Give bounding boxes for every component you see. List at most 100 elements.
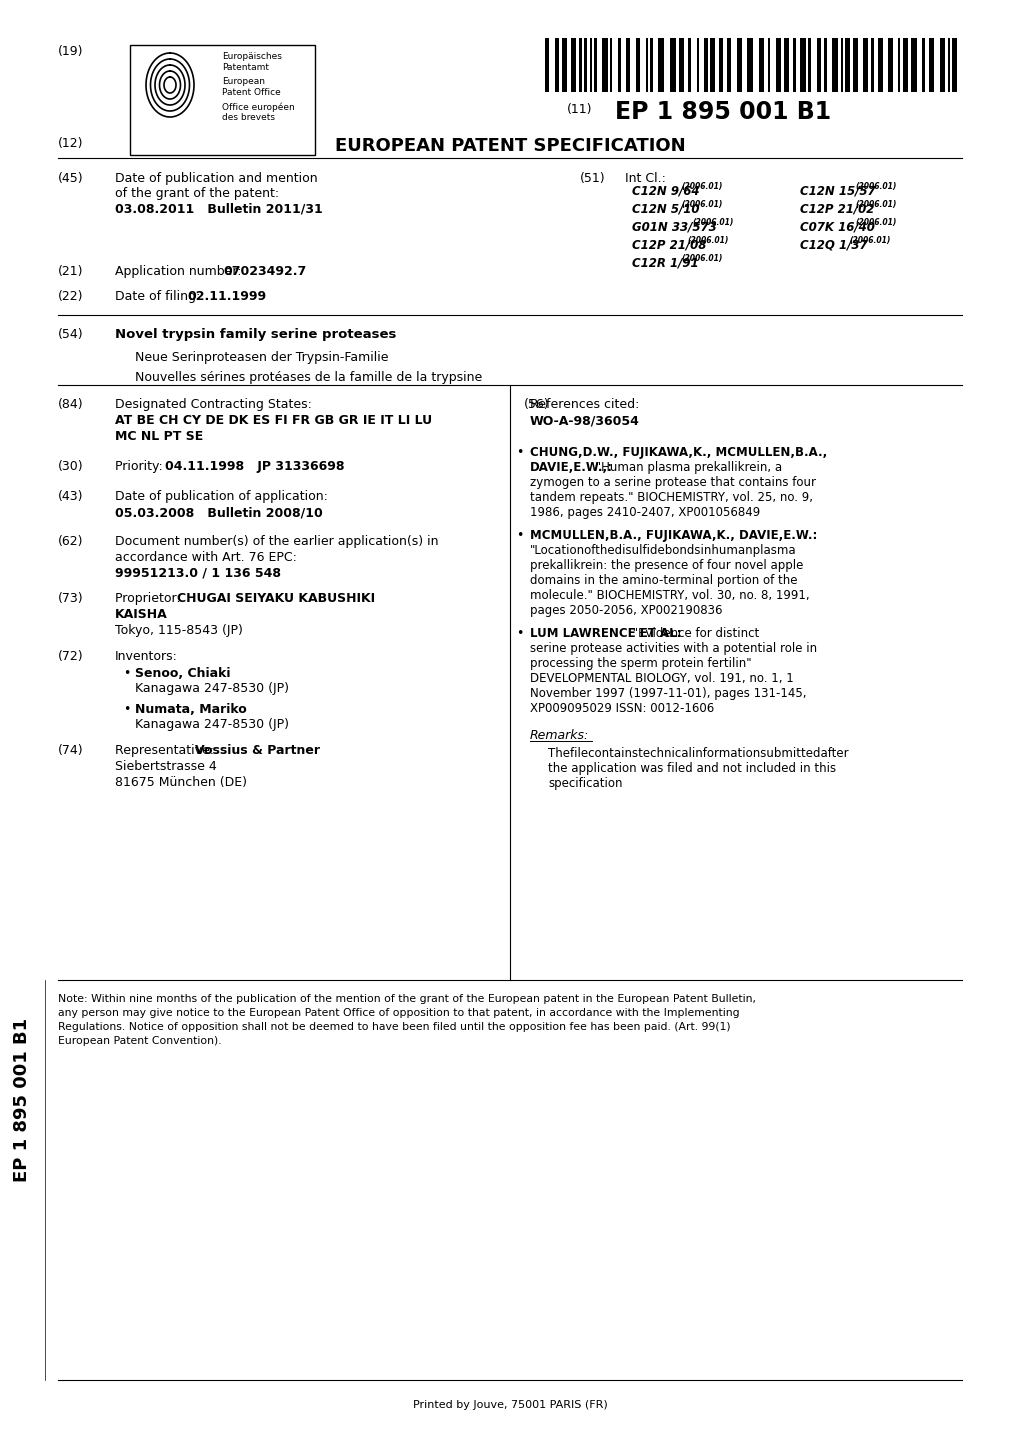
Text: CHUGAI SEIYAKU KABUSHIKI: CHUGAI SEIYAKU KABUSHIKI — [177, 592, 375, 605]
Text: of the grant of the patent:: of the grant of the patent: — [115, 187, 279, 200]
Text: Thefilecontainstechnicalinformationsubmittedafter: Thefilecontainstechnicalinformationsubmi… — [547, 746, 848, 759]
Text: (2006.01): (2006.01) — [681, 182, 722, 192]
Text: European: European — [222, 76, 265, 86]
Text: Printed by Jouve, 75001 PARIS (FR): Printed by Jouve, 75001 PARIS (FR) — [413, 1401, 606, 1409]
Bar — [718, 37, 722, 92]
Text: WO-A-98/36054: WO-A-98/36054 — [530, 414, 639, 427]
Text: Remarks:: Remarks: — [530, 729, 589, 742]
Text: 1986, pages 2410-2407, XP001056849: 1986, pages 2410-2407, XP001056849 — [530, 506, 759, 519]
Text: KAISHA: KAISHA — [115, 608, 167, 621]
Text: 02.11.1999: 02.11.1999 — [186, 290, 266, 303]
Text: C12N 9/64: C12N 9/64 — [632, 184, 699, 197]
Bar — [709, 37, 714, 92]
Bar — [696, 37, 698, 92]
Text: 07023492.7: 07023492.7 — [223, 265, 306, 278]
Text: (2006.01): (2006.01) — [687, 236, 728, 245]
Text: Europäisches: Europäisches — [222, 52, 281, 61]
Text: (72): (72) — [58, 650, 84, 663]
Text: Designated Contracting States:: Designated Contracting States: — [115, 398, 312, 411]
Text: XP009095029 ISSN: 0012-1606: XP009095029 ISSN: 0012-1606 — [530, 702, 713, 715]
Bar — [758, 37, 763, 92]
Text: EP 1 895 001 B1: EP 1 895 001 B1 — [614, 99, 830, 124]
Bar — [737, 37, 741, 92]
Text: Proprietor:: Proprietor: — [115, 592, 184, 605]
Text: 81675 München (DE): 81675 München (DE) — [115, 777, 247, 790]
Text: any person may give notice to the European Patent Office of opposition to that p: any person may give notice to the Europe… — [58, 1009, 739, 1017]
Bar — [807, 37, 810, 92]
Bar — [844, 37, 849, 92]
Text: •: • — [516, 447, 523, 460]
Bar — [784, 37, 789, 92]
Text: 99951213.0 / 1 136 548: 99951213.0 / 1 136 548 — [115, 566, 280, 579]
Text: (21): (21) — [58, 265, 84, 278]
Bar — [593, 37, 596, 92]
Bar — [626, 37, 630, 92]
Text: "Human plasma prekallikrein, a: "Human plasma prekallikrein, a — [592, 461, 782, 474]
Text: DAVIE,E.W.,:: DAVIE,E.W.,: — [530, 461, 612, 474]
Bar — [951, 37, 956, 92]
Bar — [816, 37, 820, 92]
Text: G01N 33/573: G01N 33/573 — [632, 220, 716, 233]
Text: Tokyo, 115-8543 (JP): Tokyo, 115-8543 (JP) — [115, 624, 243, 637]
Text: Int Cl.:: Int Cl.: — [625, 171, 665, 184]
Bar — [679, 37, 684, 92]
Text: the application was filed and not included in this: the application was filed and not includ… — [547, 762, 836, 775]
Bar — [877, 37, 882, 92]
Text: processing the sperm protein fertilin": processing the sperm protein fertilin" — [530, 657, 751, 670]
Text: •: • — [123, 667, 130, 680]
Bar — [657, 37, 663, 92]
Bar — [618, 37, 621, 92]
Text: Application number:: Application number: — [115, 265, 246, 278]
Text: European Patent Convention).: European Patent Convention). — [58, 1036, 221, 1046]
Text: (22): (22) — [58, 290, 84, 303]
Bar — [841, 37, 842, 92]
Text: (2006.01): (2006.01) — [854, 182, 896, 192]
Text: •: • — [516, 529, 523, 542]
Text: C12P 21/08: C12P 21/08 — [632, 239, 706, 252]
Text: Novel trypsin family serine proteases: Novel trypsin family serine proteases — [115, 329, 396, 342]
Text: (11): (11) — [567, 102, 592, 115]
Bar — [928, 37, 933, 92]
Text: C12N 15/57: C12N 15/57 — [799, 184, 874, 197]
Bar — [544, 37, 548, 92]
Text: pages 2050-2056, XP002190836: pages 2050-2056, XP002190836 — [530, 604, 721, 617]
Bar — [862, 37, 867, 92]
Text: Note: Within nine months of the publication of the mention of the grant of the E: Note: Within nine months of the publicat… — [58, 994, 755, 1004]
Text: C12P 21/02: C12P 21/02 — [799, 203, 873, 216]
Text: des brevets: des brevets — [222, 112, 275, 122]
Text: Date of publication and mention: Date of publication and mention — [115, 171, 317, 184]
Bar — [584, 37, 586, 92]
Text: accordance with Art. 76 EPC:: accordance with Art. 76 EPC: — [115, 550, 297, 563]
Bar — [579, 37, 582, 92]
Text: 03.08.2011   Bulletin 2011/31: 03.08.2011 Bulletin 2011/31 — [115, 202, 322, 215]
Bar — [902, 37, 907, 92]
Bar — [870, 37, 873, 92]
Text: Vossius & Partner: Vossius & Partner — [195, 744, 320, 757]
Text: MCMULLEN,B.A., FUJIKAWA,K., DAVIE,E.W.:: MCMULLEN,B.A., FUJIKAWA,K., DAVIE,E.W.: — [530, 529, 816, 542]
Text: (12): (12) — [58, 137, 84, 150]
Text: Nouvelles sérines protéases de la famille de la trypsine: Nouvelles sérines protéases de la famill… — [135, 370, 482, 383]
Text: specification: specification — [547, 777, 622, 790]
Text: Date of filing:: Date of filing: — [115, 290, 204, 303]
Text: 04.11.1998   JP 31336698: 04.11.1998 JP 31336698 — [165, 460, 344, 473]
Text: (56): (56) — [524, 398, 549, 411]
Text: (19): (19) — [58, 45, 84, 58]
Bar — [775, 37, 781, 92]
Text: serine protease activities with a potential role in: serine protease activities with a potent… — [530, 643, 816, 656]
Text: Senoo, Chiaki: Senoo, Chiaki — [135, 667, 230, 680]
Bar — [888, 37, 892, 92]
Text: (2006.01): (2006.01) — [854, 218, 896, 228]
Text: tandem repeats." BIOCHEMISTRY, vol. 25, no. 9,: tandem repeats." BIOCHEMISTRY, vol. 25, … — [530, 491, 812, 504]
Text: CHUNG,D.W., FUJIKAWA,K., MCMULLEN,B.A.,: CHUNG,D.W., FUJIKAWA,K., MCMULLEN,B.A., — [530, 447, 826, 460]
Text: C12R 1/91: C12R 1/91 — [632, 256, 698, 269]
Text: Siebertstrasse 4: Siebertstrasse 4 — [115, 759, 217, 772]
Text: (2006.01): (2006.01) — [681, 254, 722, 264]
Text: References cited:: References cited: — [530, 398, 639, 411]
Text: (74): (74) — [58, 744, 84, 757]
Bar — [746, 37, 752, 92]
Text: (2006.01): (2006.01) — [692, 218, 733, 228]
Text: •: • — [123, 703, 130, 716]
Text: 05.03.2008   Bulletin 2008/10: 05.03.2008 Bulletin 2008/10 — [115, 506, 322, 519]
Text: Priority:: Priority: — [115, 460, 170, 473]
Bar — [645, 37, 647, 92]
